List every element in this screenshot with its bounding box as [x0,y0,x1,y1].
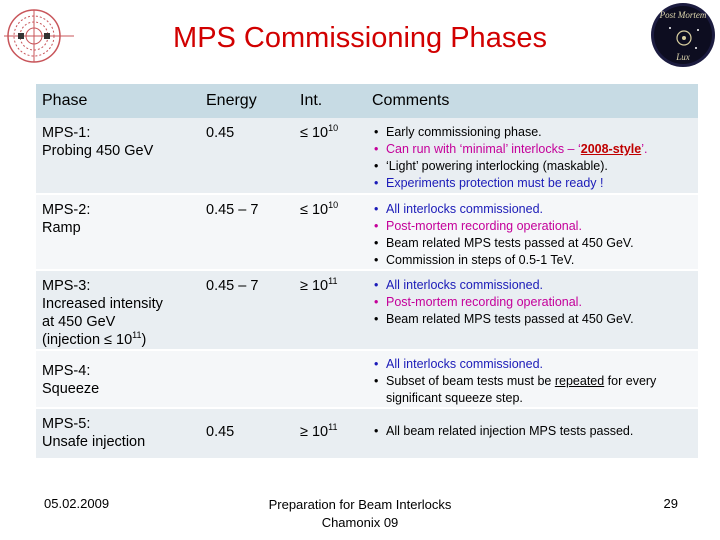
comments-cell: All interlocks commissioned. Post-mortem… [372,194,698,271]
phase-cell: MPS-4: Squeeze [36,350,206,409]
int-cell [300,350,372,409]
phase-desc: Probing 450 GeV [42,143,154,159]
table-header-row: Phase Energy Int. Comments [36,84,698,118]
phases-table: Phase Energy Int. Comments MPS-1: Probin… [36,84,698,458]
svg-text:Lux: Lux [675,52,690,62]
table-row: MPS-4: Squeeze All interlocks commission… [36,350,698,409]
header-int: Int. [300,84,372,118]
comments-cell: All interlocks commissioned. Subset of b… [372,350,698,409]
energy-cell: 0.45 – 7 [206,270,300,351]
int-exponent: 11 [328,276,338,287]
comment-item: All beam related injection MPS tests pas… [372,423,698,440]
table-row: MPS-2: Ramp 0.45 – 7 ≤ 1010 All interloc… [36,194,698,271]
energy-cell: 0.45 [206,118,300,195]
phase-desc: Ramp [42,220,81,236]
table-row: MPS-1: Probing 450 GeV 0.45 ≤ 1010 Early… [36,118,698,195]
comment-item: Commission in steps of 0.5-1 TeV. [372,252,698,269]
comments-cell: All interlocks commissioned. Post-mortem… [372,270,698,351]
header-energy: Energy [206,84,300,118]
comment-item: Subset of beam tests must be repeated fo… [372,373,698,407]
comment-item: Early commissioning phase. [372,124,698,141]
table-row: MPS-5: Unsafe injection 0.45 ≥ 1011 All … [36,408,698,458]
comment-item: All interlocks commissioned. [372,277,698,294]
int-cell: ≤ 1010 [300,194,372,271]
phase-cell: MPS-2: Ramp [36,194,206,271]
comment-item: Experiments protection must be ready ! [372,175,698,192]
phase-desc: (injection ≤ 1011) [42,330,147,348]
comment-item: Post-mortem recording operational. [372,218,698,235]
energy-cell: 0.45 [206,408,300,458]
phase-id: MPS-3: [42,278,91,294]
int-base: ≥ 10 [300,424,329,440]
footer-event: Chamonix 09 [321,515,399,530]
post-mortem-logo: Post Mortem Lux [648,0,718,70]
style-highlight: 2008-style [580,142,642,156]
phase-id: MPS-5: [42,416,91,432]
slide-title: MPS Commissioning Phases [173,22,547,54]
comment-item: Can run with ‘minimal’ interlocks – ‘200… [372,141,698,158]
int-base: ≤ 10 [300,202,329,218]
int-exponent: 11 [328,422,338,433]
phase-id: MPS-4: [42,363,91,379]
phase-cell: MPS-1: Probing 450 GeV [36,118,206,195]
footer-center: Preparation for Beam Interlocks Chamonix… [210,496,510,532]
phase-desc: Unsafe injection [42,434,146,450]
footer-date: 05.02.2009 [44,496,110,511]
phase-id: MPS-1: [42,125,91,141]
comment-item: All interlocks commissioned. [372,356,698,373]
phase-cell: MPS-3: Increased intensity at 450 GeV (i… [36,270,206,351]
comment-item: All interlocks commissioned. [372,201,698,218]
comment-item: ‘Light’ powering interlocking (maskable)… [372,158,698,175]
header-phase: Phase [36,84,206,118]
footer-presentation-title: Preparation for Beam Interlocks [268,497,452,512]
comment-item: Post-mortem recording operational. [372,294,698,311]
int-exponent: 10 [328,123,339,134]
int-cell: ≤ 1010 [300,118,372,195]
lhc-logo [4,6,74,66]
table-row: MPS-3: Increased intensity at 450 GeV (i… [36,270,698,351]
int-exponent: 10 [328,200,339,211]
int-base: ≥ 10 [300,278,329,294]
comments-cell: All beam related injection MPS tests pas… [372,408,698,458]
phase-desc: Increased intensity [42,296,163,312]
comments-cell: Early commissioning phase. Can run with … [372,118,698,195]
phase-cell: MPS-5: Unsafe injection [36,408,206,458]
phase-id: MPS-2: [42,202,91,218]
phase-desc: at 450 GeV [42,314,116,330]
page-number: 29 [663,496,678,511]
phase-desc: Squeeze [42,381,100,397]
repeated-emphasis: repeated [554,374,605,388]
int-base: ≤ 10 [300,125,329,141]
svg-text:Post Mortem: Post Mortem [659,10,707,20]
int-cell: ≥ 1011 [300,270,372,351]
energy-cell [206,350,300,409]
header-comments: Comments [372,84,698,118]
energy-cell: 0.45 – 7 [206,194,300,271]
comment-item: Beam related MPS tests passed at 450 GeV… [372,235,698,252]
comment-item: Beam related MPS tests passed at 450 GeV… [372,311,698,328]
int-cell: ≥ 1011 [300,408,372,458]
